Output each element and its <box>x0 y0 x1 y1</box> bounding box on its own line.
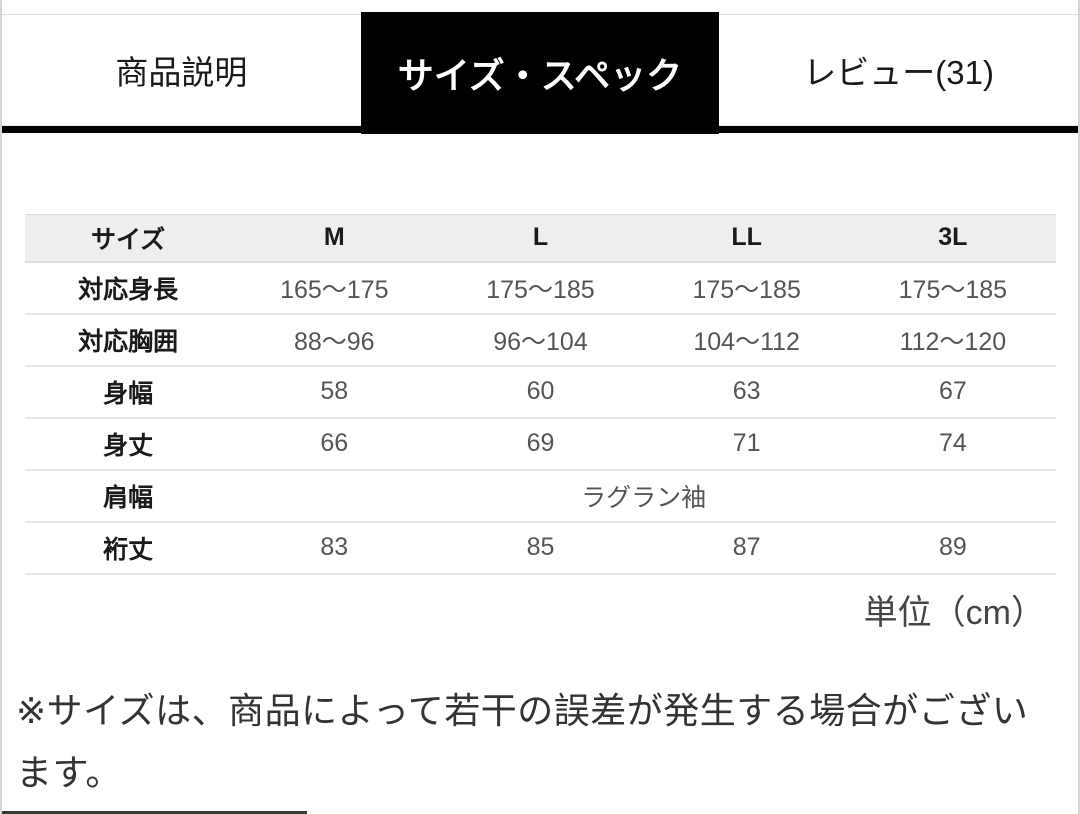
row-label: 対応身長 <box>78 275 179 304</box>
cell-value: 69 <box>526 429 555 457</box>
cell-value: 71 <box>732 429 761 457</box>
cell-value: 66 <box>320 429 349 457</box>
cell-value: 175〜185 <box>486 275 595 304</box>
row-label: 対応胸囲 <box>78 327 179 356</box>
cell-value: 83 <box>320 533 349 561</box>
col-header-l: L <box>437 214 644 263</box>
size-disclaimer: ※サイズは、商品によって若干の誤差が発生する場合がございます。 <box>16 689 1029 793</box>
col-header-ll: LL <box>643 214 850 263</box>
tab-reviews[interactable]: レビュー(31) <box>719 15 1078 126</box>
col-header-size: サイズ <box>25 214 232 263</box>
table-row-body-width: 身幅 58 60 63 67 <box>25 366 1056 418</box>
col-header-m: M <box>231 214 438 263</box>
tab-product-description[interactable]: 商品説明 <box>2 15 361 126</box>
cell-value: 85 <box>526 533 555 561</box>
col-header-3l: 3L <box>849 214 1056 263</box>
cell-value: 74 <box>938 429 967 457</box>
cell-value-raglan: ラグラン袖 <box>581 483 707 512</box>
cell-value: 104〜112 <box>693 327 800 356</box>
next-section-edge <box>2 811 307 814</box>
cell-value: 96〜104 <box>493 327 588 356</box>
cell-value: 175〜185 <box>898 275 1008 304</box>
row-label: 身丈 <box>103 431 154 460</box>
cell-value: 89 <box>938 533 967 561</box>
table-row-chest: 対応胸囲 88〜96 96〜104 104〜112 112〜120 <box>25 314 1056 366</box>
cell-value: 112〜120 <box>899 327 1007 356</box>
tab-size-spec[interactable]: サイズ・スペック <box>360 12 720 134</box>
cell-value: 165〜175 <box>280 275 389 304</box>
row-label: 肩幅 <box>103 483 154 512</box>
row-label: 身幅 <box>103 379 154 408</box>
tab-bar: 商品説明 サイズ・スペック レビュー(31) <box>2 12 1078 134</box>
cell-value: 58 <box>320 377 349 405</box>
table-header-row: サイズ M L LL 3L <box>25 214 1056 263</box>
cell-value: 175〜185 <box>692 275 801 304</box>
cell-value: 87 <box>732 533 761 561</box>
unit-note: 単位（cm） <box>863 593 1045 632</box>
table-row-sleeve-length: 裄丈 83 85 87 89 <box>25 522 1056 574</box>
row-label: 裄丈 <box>103 535 154 564</box>
cell-value: 67 <box>938 377 967 405</box>
table-row-body-length: 身丈 66 69 71 74 <box>25 418 1056 470</box>
cell-value: 88〜96 <box>293 327 375 356</box>
table-row-height: 対応身長 165〜175 175〜185 175〜185 175〜185 <box>25 262 1056 314</box>
table-row-shoulder-width: 肩幅 ラグラン袖 <box>25 470 1056 522</box>
cell-value: 63 <box>732 377 761 405</box>
size-spec-section: サイズ M L LL 3L 対応身長 165〜175 175〜185 175〜1… <box>2 214 1078 634</box>
cell-value: 60 <box>526 377 555 405</box>
size-spec-table: サイズ M L LL 3L 対応身長 165〜175 175〜185 175〜1… <box>25 214 1056 575</box>
